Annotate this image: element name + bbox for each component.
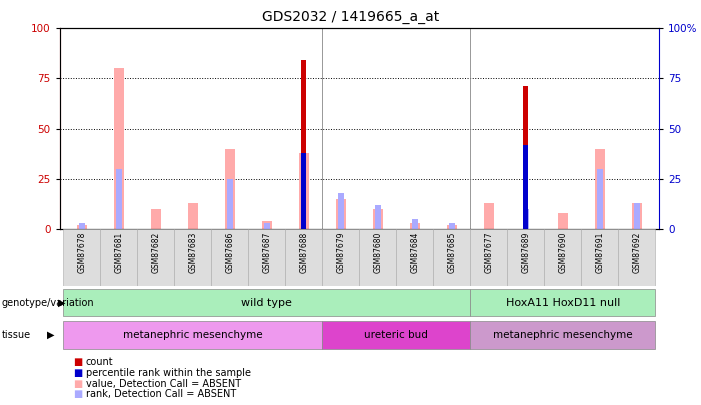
Text: GSM87690: GSM87690 — [558, 232, 567, 273]
Bar — [470, 229, 508, 286]
Bar — [336, 199, 346, 229]
Text: tissue: tissue — [1, 330, 31, 340]
Bar — [100, 229, 137, 286]
Bar — [264, 223, 270, 229]
Bar — [151, 209, 161, 229]
Bar — [409, 223, 420, 229]
Bar — [470, 289, 655, 316]
Bar — [470, 322, 655, 349]
Text: GSM87691: GSM87691 — [595, 232, 604, 273]
Bar — [411, 219, 418, 229]
Text: count: count — [86, 358, 113, 367]
Text: GSM87677: GSM87677 — [484, 232, 494, 273]
Text: GSM87683: GSM87683 — [189, 232, 197, 273]
Bar — [523, 87, 529, 229]
Text: GSM87685: GSM87685 — [447, 232, 456, 273]
Bar — [597, 168, 603, 229]
Text: GSM87682: GSM87682 — [151, 232, 161, 273]
Bar — [261, 221, 272, 229]
Bar — [137, 229, 175, 286]
Bar — [322, 322, 470, 349]
Bar — [322, 229, 359, 286]
Bar — [594, 149, 605, 229]
Bar — [618, 229, 655, 286]
Text: ▶: ▶ — [47, 330, 55, 340]
Bar — [396, 229, 433, 286]
Bar — [211, 229, 248, 286]
Bar — [227, 179, 233, 229]
Bar — [508, 229, 544, 286]
Text: ■: ■ — [74, 389, 83, 399]
Bar — [484, 203, 494, 229]
Text: GSM87679: GSM87679 — [336, 232, 346, 273]
Text: GSM87681: GSM87681 — [114, 232, 123, 273]
Text: GSM87684: GSM87684 — [410, 232, 419, 273]
Bar — [338, 193, 343, 229]
Bar — [544, 229, 581, 286]
Text: value, Detection Call = ABSENT: value, Detection Call = ABSENT — [86, 379, 240, 388]
Bar — [114, 68, 124, 229]
Bar — [116, 168, 122, 229]
Bar — [523, 145, 529, 229]
Bar — [447, 225, 457, 229]
Bar — [301, 153, 306, 229]
Text: ureteric bud: ureteric bud — [365, 330, 428, 340]
Bar — [285, 229, 322, 286]
Bar — [301, 60, 306, 229]
Bar — [63, 289, 470, 316]
Text: rank, Detection Call = ABSENT: rank, Detection Call = ABSENT — [86, 389, 236, 399]
Text: genotype/variation: genotype/variation — [1, 298, 94, 307]
Bar — [375, 205, 381, 229]
Bar — [634, 203, 640, 229]
Bar — [175, 229, 211, 286]
Text: GSM87689: GSM87689 — [522, 232, 530, 273]
Text: ■: ■ — [74, 368, 83, 378]
Text: GDS2032 / 1419665_a_at: GDS2032 / 1419665_a_at — [262, 10, 439, 24]
Text: GSM87678: GSM87678 — [77, 232, 86, 273]
Text: ■: ■ — [74, 379, 83, 388]
Text: metanephric mesenchyme: metanephric mesenchyme — [123, 330, 263, 340]
Text: ■: ■ — [74, 358, 83, 367]
Bar — [557, 213, 568, 229]
Bar — [632, 203, 642, 229]
Bar — [63, 229, 100, 286]
Text: wild type: wild type — [241, 298, 292, 308]
Bar — [581, 229, 618, 286]
Text: GSM87680: GSM87680 — [373, 232, 382, 273]
Text: HoxA11 HoxD11 null: HoxA11 HoxD11 null — [505, 298, 620, 308]
Bar — [449, 223, 455, 229]
Bar — [433, 229, 470, 286]
Bar — [299, 153, 309, 229]
Bar — [63, 322, 322, 349]
Bar — [79, 223, 85, 229]
Bar — [76, 225, 87, 229]
Bar — [373, 209, 383, 229]
Text: GSM87688: GSM87688 — [299, 232, 308, 273]
Bar — [188, 203, 198, 229]
Bar — [359, 229, 396, 286]
Text: GSM87686: GSM87686 — [225, 232, 234, 273]
Text: ▶: ▶ — [57, 298, 65, 307]
Bar — [248, 229, 285, 286]
Text: metanephric mesenchyme: metanephric mesenchyme — [493, 330, 632, 340]
Text: GSM87692: GSM87692 — [632, 232, 641, 273]
Text: GSM87687: GSM87687 — [262, 232, 271, 273]
Text: percentile rank within the sample: percentile rank within the sample — [86, 368, 250, 378]
Bar — [523, 209, 529, 229]
Bar — [224, 149, 235, 229]
